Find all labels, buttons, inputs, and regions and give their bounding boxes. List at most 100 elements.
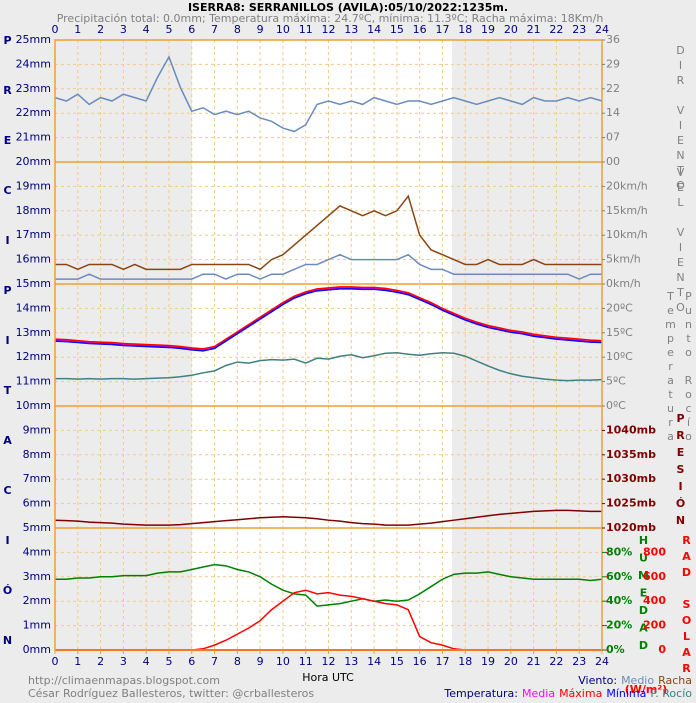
y-tick-label: 1035mb xyxy=(606,448,656,461)
y-tick-label: 0% xyxy=(606,643,625,656)
x-tick-label: 4 xyxy=(143,23,150,36)
y-tick-label: 16mm xyxy=(16,253,51,266)
y-tick-label: 20ºC xyxy=(606,301,633,314)
x-tick-label: 3 xyxy=(120,23,127,36)
x-tick-label: 23 xyxy=(572,23,586,36)
y2-axis-label: RAD SOLAR xyxy=(680,534,693,678)
y-tick-label: 1040mb xyxy=(606,423,656,436)
x-tick-label: 15 xyxy=(390,655,404,668)
x-tick-label: 0 xyxy=(52,23,59,36)
marks xyxy=(54,55,603,651)
y-tick-label: 29 xyxy=(606,57,620,70)
y-tick-label: 3mm xyxy=(23,570,51,583)
y-tick-label: 6mm xyxy=(23,497,51,510)
y-axis-label: PRESIÓN xyxy=(674,412,687,531)
y-tick-label: 00 xyxy=(606,155,620,168)
x-tick-label: 1 xyxy=(74,23,81,36)
x-tick-label: 17 xyxy=(435,23,449,36)
x-tick-label: 14 xyxy=(367,655,381,668)
x-tick-label: 24 xyxy=(595,23,609,36)
x-tick-label: 2 xyxy=(97,23,104,36)
x-tick-label: 8 xyxy=(234,655,241,668)
y-tick-label: 8mm xyxy=(23,448,51,461)
x-tick-label: 8 xyxy=(234,23,241,36)
legend: Viento: Medio Racha xyxy=(578,674,692,687)
x-tick-label: 10 xyxy=(276,655,290,668)
y2-tick-label: 200 xyxy=(643,619,666,632)
series-line xyxy=(54,509,602,526)
y-tick-label: 1mm xyxy=(23,619,51,632)
y-tick-label: 80% xyxy=(606,545,632,558)
x-tick-label: 3 xyxy=(120,655,127,668)
y2-tick-label: 400 xyxy=(643,594,666,607)
x-tick-label: 11 xyxy=(299,23,313,36)
y-axis-label: HUMEDAD xyxy=(637,534,650,657)
y-tick-label: 1025mb xyxy=(606,497,656,510)
x-tick-label: 7 xyxy=(211,23,218,36)
series-line xyxy=(55,253,602,280)
x-tick-label: 20 xyxy=(504,23,518,36)
y-tick-label: 07 xyxy=(606,131,620,144)
y-tick-label: 5mm xyxy=(23,521,51,534)
legend: Temperatura: Media Máxima Mínima P. Rocío xyxy=(443,687,692,700)
x-tick-label: 16 xyxy=(413,23,427,36)
x-tick-label: 9 xyxy=(257,23,264,36)
x-tick-label: 23 xyxy=(572,655,586,668)
footer-url: http://climaenmapas.blogspot.com xyxy=(28,674,220,687)
y-tick-label: 7mm xyxy=(23,472,51,485)
x-tick-label: 12 xyxy=(322,655,336,668)
y-axis-label: VEL VIENTO xyxy=(674,166,687,316)
y-axis-label: Temperatura xyxy=(664,290,677,444)
y-tick-label: 5km/h xyxy=(606,253,641,266)
series-line xyxy=(55,194,602,271)
y-tick-label: 22 xyxy=(606,82,620,95)
y2-tick-label: 800 xyxy=(643,545,666,558)
x-tick-label: 19 xyxy=(481,655,495,668)
y-tick-label: 14 xyxy=(606,106,620,119)
y-tick-label: 23mm xyxy=(16,82,51,95)
series-line xyxy=(54,288,603,352)
y-axis-label: PRECIPITACIÓN xyxy=(1,34,14,684)
y-tick-label: 19mm xyxy=(16,179,51,192)
y-tick-label: 1020mb xyxy=(606,521,656,534)
y-tick-label: 24mm xyxy=(16,57,51,70)
x-tick-label: 4 xyxy=(143,655,150,668)
y-tick-label: 10km/h xyxy=(606,228,648,241)
y-tick-label: 18mm xyxy=(16,204,51,217)
legend-entry: Máxima xyxy=(559,687,602,700)
y-tick-label: 0ºC xyxy=(606,399,626,412)
y-tick-label: 5ºC xyxy=(606,375,626,388)
x-tick-label: 11 xyxy=(299,655,313,668)
x-tick-label: 5 xyxy=(165,23,172,36)
y2-unit: (W/m²) xyxy=(625,683,668,696)
y-tick-label: 10ºC xyxy=(606,350,633,363)
y-tick-label: 12mm xyxy=(16,350,51,363)
series-line xyxy=(54,287,603,351)
series-line xyxy=(54,286,603,350)
legend-entry: Mínima xyxy=(606,687,646,700)
y-tick-label: 22mm xyxy=(16,106,51,119)
x-tick-label: 15 xyxy=(390,23,404,36)
y-tick-label: 0mm xyxy=(23,643,51,656)
y-tick-label: 4mm xyxy=(23,545,51,558)
x-tick-label: 20 xyxy=(504,655,518,668)
y-tick-label: 11mm xyxy=(16,375,51,388)
x-tick-label: 22 xyxy=(549,655,563,668)
legend-entry: Medio xyxy=(621,674,654,687)
y-axis-label: DIR VIENTO xyxy=(674,44,687,194)
x-tick-label: 13 xyxy=(344,23,358,36)
y-tick-label: 40% xyxy=(606,594,632,607)
y2-tick-label: 0 xyxy=(658,643,666,656)
legend-entry: Media xyxy=(522,687,555,700)
x-tick-label: 6 xyxy=(188,23,195,36)
y2-tick-label: 600 xyxy=(643,570,666,583)
x-axis-label: Hora UTC xyxy=(302,671,354,684)
series-line xyxy=(55,352,603,382)
x-tick-label: 2 xyxy=(97,655,104,668)
x-tick-label: 6 xyxy=(188,655,195,668)
y-tick-label: 15mm xyxy=(16,277,51,290)
y-tick-label: 21mm xyxy=(16,131,51,144)
y-tick-label: 15ºC xyxy=(606,326,633,339)
y-tick-label: 20% xyxy=(606,619,632,632)
